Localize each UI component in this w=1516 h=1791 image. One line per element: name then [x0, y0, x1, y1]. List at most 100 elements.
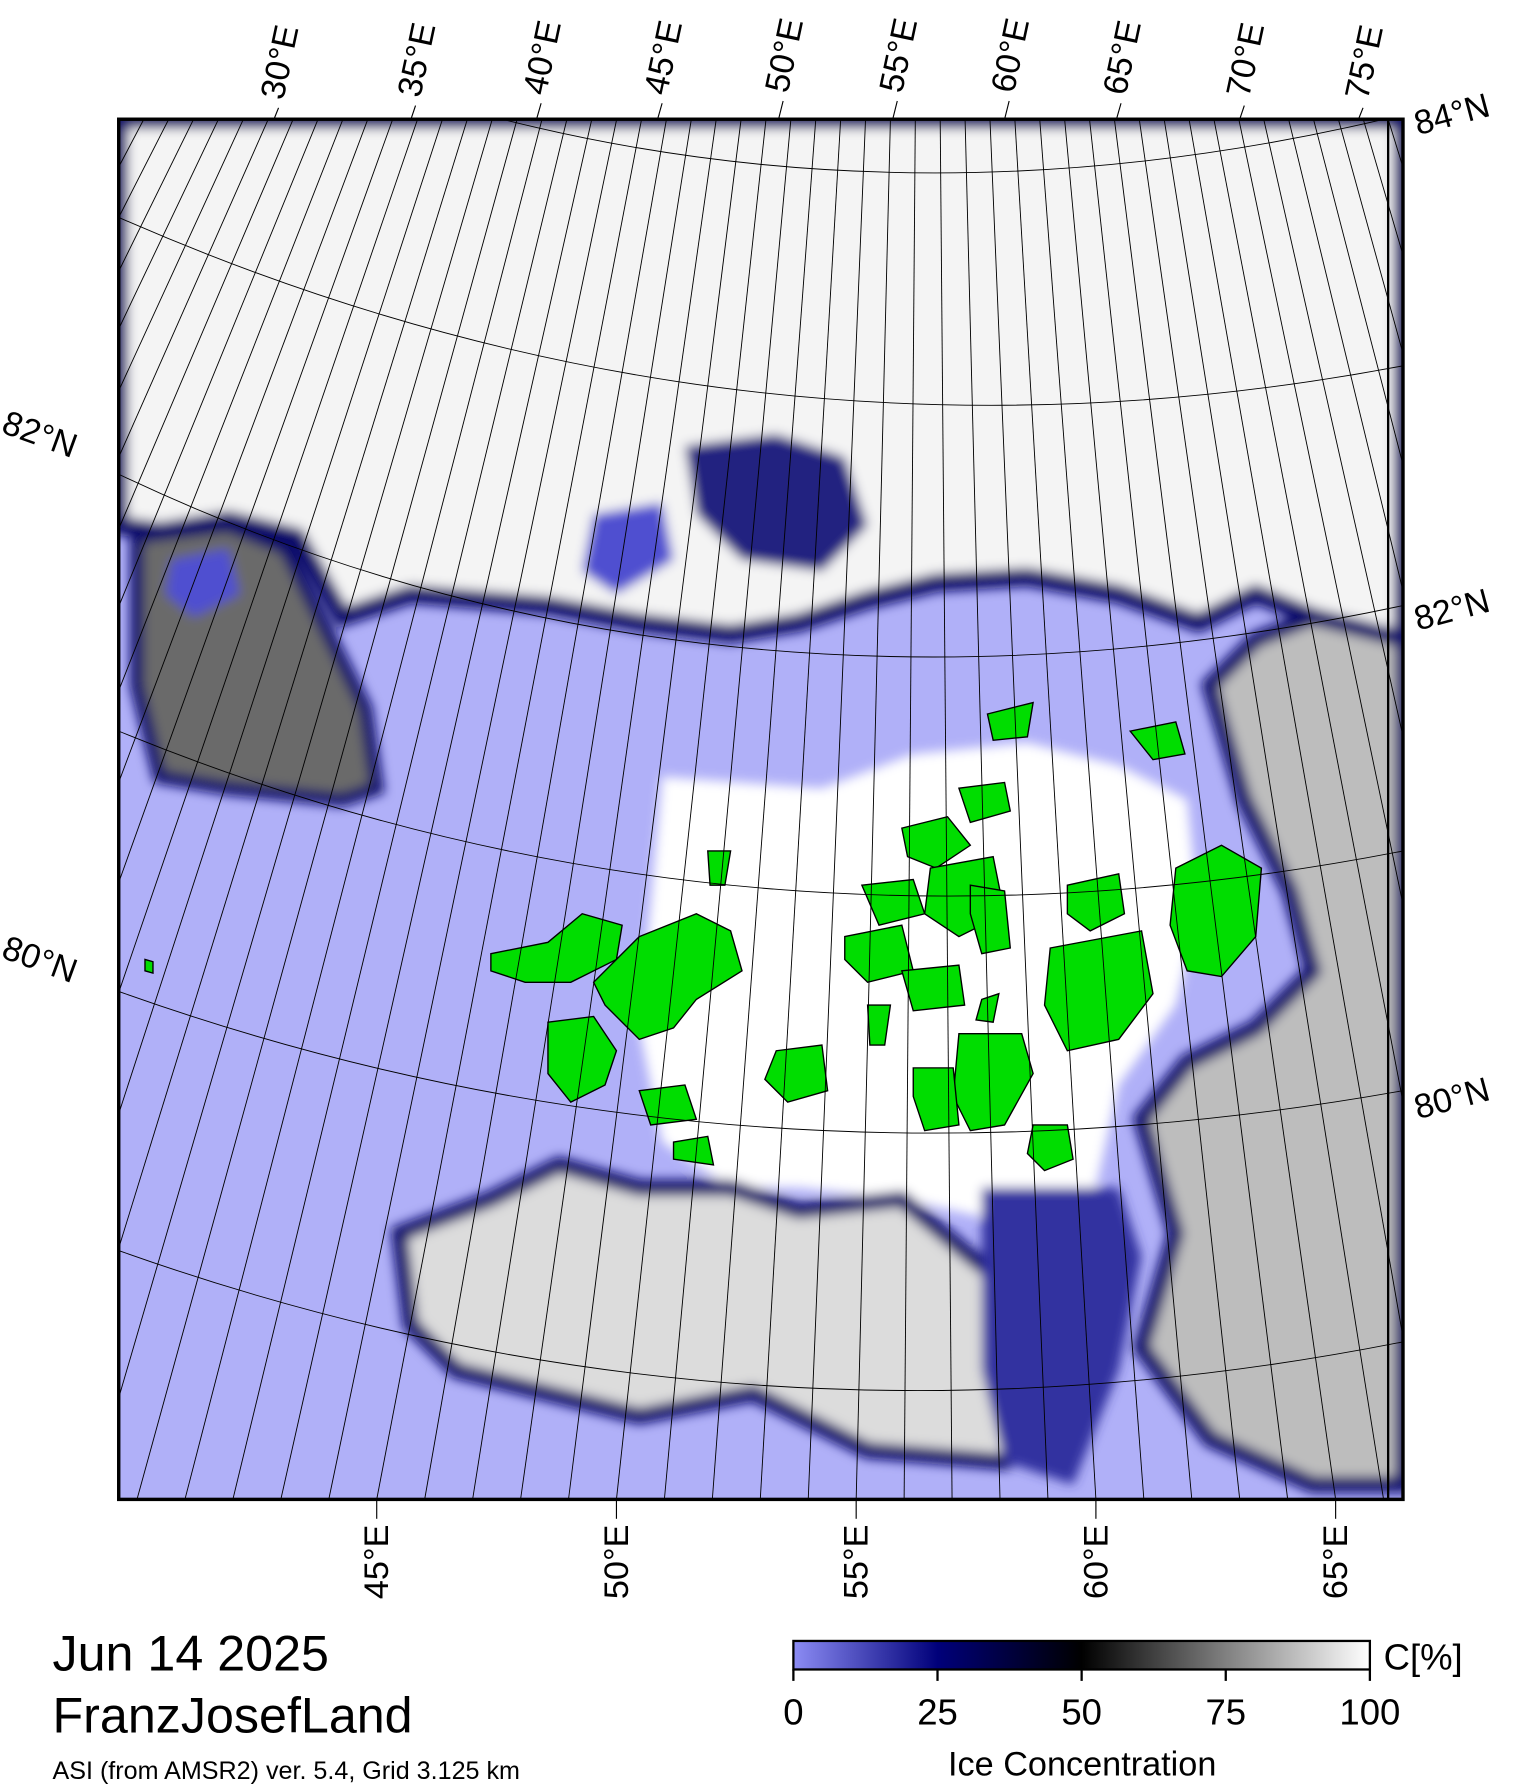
island	[958, 781, 1012, 824]
meridian	[1213, 119, 1403, 1105]
graticule-label: 65°E	[1317, 1525, 1355, 1600]
colorbar-tick-label: 100	[1339, 1691, 1400, 1732]
island	[638, 1084, 698, 1126]
meridian	[376, 119, 643, 1500]
island	[1043, 930, 1154, 1052]
meridian	[118, 119, 443, 1116]
island	[986, 701, 1034, 741]
meridian	[118, 119, 120, 121]
meridian	[1238, 119, 1403, 907]
graticule-label: 60°E	[1077, 1525, 1115, 1600]
tick	[410, 105, 417, 120]
graticule-label: 65°E	[1096, 17, 1149, 98]
meridian	[711, 119, 817, 1500]
meridian	[1513, 119, 1516, 1499]
meridian	[1438, 119, 1516, 1499]
meridian	[118, 119, 269, 459]
meridian	[615, 119, 767, 1500]
island	[1026, 1124, 1074, 1172]
meridian	[989, 119, 1049, 1500]
graticule-label: 50°E	[598, 1525, 636, 1600]
island	[866, 1004, 892, 1046]
meridian	[1014, 119, 1097, 1500]
graticule-label: 82°N	[1410, 582, 1494, 639]
graticule-label: 45°E	[637, 17, 690, 98]
meridian	[568, 119, 742, 1500]
graticule-label: 30°E	[254, 22, 307, 103]
meridian	[1488, 119, 1516, 1499]
tick	[777, 100, 784, 120]
meridian	[118, 119, 294, 531]
meridian	[939, 119, 953, 1500]
meridian	[1413, 119, 1516, 1499]
meridian	[903, 119, 916, 1500]
island	[1169, 844, 1263, 978]
island	[1066, 872, 1126, 932]
sea-ice	[118, 119, 1403, 1493]
graticule-label: 55°E	[872, 15, 925, 96]
parallel	[118, 216, 1403, 406]
meridian	[1163, 119, 1385, 1500]
meridian	[0, 119, 94, 1499]
parallel	[502, 119, 1386, 174]
meridian	[663, 119, 792, 1500]
meridian	[0, 119, 44, 1499]
tick	[535, 103, 542, 120]
colorbar-tick-label: 50	[1061, 1691, 1102, 1732]
region-title: FranzJosefLand	[53, 1687, 413, 1743]
meridian	[1064, 119, 1193, 1500]
colorbar-tick-label: 0	[783, 1691, 803, 1732]
meridian	[964, 119, 1001, 1500]
meridian	[1387, 119, 1403, 169]
meridian	[328, 119, 618, 1500]
meridian	[520, 119, 717, 1500]
colorbar-tick-label: 25	[917, 1691, 958, 1732]
date-title: Jun 14 2025	[53, 1626, 329, 1682]
meridian	[118, 119, 419, 994]
island	[901, 815, 972, 869]
graticule-label: 70°E	[1220, 19, 1273, 100]
meridian	[0, 119, 69, 1499]
labels: 30°E 35°E 40°E 45°E 50°E 55°E 60°E 65°E 70°E 75°E…	[0, 15, 1494, 1599]
meridian	[118, 119, 344, 692]
meridian	[1263, 119, 1403, 739]
graticule-label: 60°E	[984, 15, 1037, 96]
colorbar-unit: C[%]	[1384, 1636, 1463, 1677]
island	[969, 884, 1012, 955]
meridian	[424, 119, 667, 1500]
tick	[273, 107, 280, 120]
meridian	[118, 119, 468, 1250]
island	[144, 958, 154, 975]
map-frame-edge	[1387, 118, 1405, 1501]
meridian	[1188, 119, 1403, 1340]
graticule-label: 40°E	[516, 17, 569, 98]
tick	[656, 103, 663, 120]
graticule-label: 45°E	[358, 1525, 396, 1600]
meridian	[136, 119, 518, 1500]
island	[764, 1044, 829, 1103]
islands	[144, 701, 1263, 1172]
meridian	[759, 119, 842, 1500]
parallel	[118, 990, 1403, 1134]
graticule-label: 55°E	[838, 1525, 876, 1600]
graticule-label: 84°N	[1410, 86, 1494, 143]
colorbar-tick-label: 75	[1205, 1691, 1246, 1732]
meridian	[1113, 119, 1289, 1500]
island	[912, 1067, 960, 1132]
meridian	[1089, 119, 1241, 1500]
meridian	[855, 119, 891, 1500]
tick	[1115, 103, 1122, 120]
tick	[1357, 107, 1364, 120]
meridian	[118, 119, 369, 784]
meridian	[118, 119, 493, 1400]
graticule-label: 75°E	[1338, 22, 1391, 103]
graticule-label: 35°E	[391, 19, 444, 100]
colorbar-label: Ice Concentration	[948, 1746, 1216, 1784]
meridian	[472, 119, 692, 1500]
meridian	[118, 119, 394, 884]
graticule-label: 80°N	[1410, 1070, 1494, 1127]
meridian	[118, 119, 319, 608]
parallel	[118, 730, 1403, 897]
meridian	[232, 119, 568, 1500]
